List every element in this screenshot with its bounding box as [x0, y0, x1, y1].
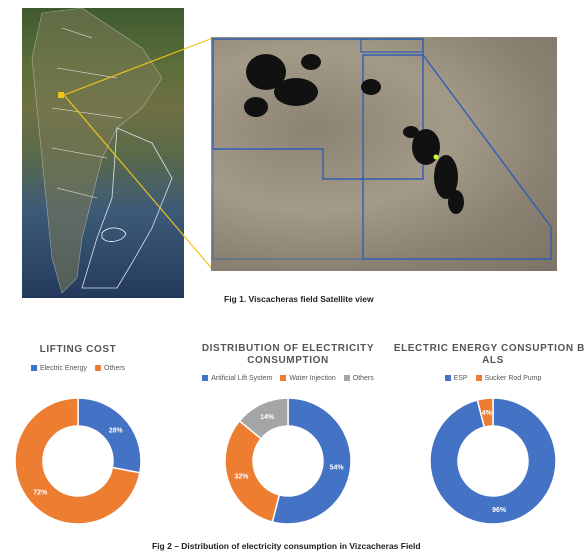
donut-chart: 54% 32% 14% [224, 397, 352, 525]
donut-slice [429, 397, 557, 525]
province-borders [51, 27, 123, 199]
legend-label: ESP [453, 375, 468, 382]
maritime-boundary [81, 127, 173, 289]
slice-data-label: 28% [109, 427, 124, 434]
legend-label: Others [104, 365, 126, 372]
field-block-small [360, 38, 424, 53]
well-points [244, 54, 464, 214]
slice-data-label: 14% [260, 414, 275, 421]
donut-slice [14, 397, 141, 525]
legend-swatch [444, 375, 451, 382]
satellite-map-argentina [22, 7, 184, 298]
argentina-landmass [31, 7, 163, 294]
legend-item: Artificial Lift System [202, 375, 272, 382]
legend-label: Electric Energy [39, 365, 88, 372]
slice-data-label: 54% [330, 465, 345, 472]
donut-slice [476, 397, 494, 429]
chart-title: DISTRIBUTION OF ELECTRICITY CONSUMPTION [201, 343, 375, 366]
legend-swatch [280, 375, 287, 382]
donut-slice [77, 397, 142, 474]
islands-outline [101, 227, 127, 242]
legend-item: Others [343, 375, 374, 382]
legend-item: Others [95, 365, 125, 372]
legend-label: Others [352, 375, 374, 382]
chart-legend: ESP Sucker Rod Pump [383, 375, 585, 382]
legend-item: Sucker Rod Pump [475, 375, 542, 382]
legend-swatch [475, 375, 482, 382]
legend-item: Electric Energy [30, 365, 88, 372]
legend-item: Water Injection [280, 375, 336, 382]
legend-swatch [343, 375, 350, 382]
field-block-east [362, 54, 552, 260]
slice-data-label: 32% [234, 474, 249, 481]
chart-legend: Electric Energy Others [0, 365, 188, 372]
chart-legend: Artificial Lift System Water Injection Oth… [178, 375, 398, 382]
chart-title: ELECTRIC ENERGY CONSUPTION BY ALS [393, 343, 585, 366]
field-block-south [212, 148, 364, 260]
chart-title: LIFTING COST [39, 344, 117, 355]
figure2-caption: Fig 2 – Distribution of electricity cons… [152, 541, 421, 551]
field-center-marker [433, 154, 439, 160]
legend-label: Water Injection [289, 375, 336, 382]
slice-data-label: 4% [482, 410, 493, 417]
argentina-map-graphic [31, 7, 173, 294]
figure1-caption: Fig 1. Viscacheras field Satellite view [224, 294, 374, 304]
callout-line-bottom [63, 94, 214, 271]
legend-swatch [95, 365, 102, 372]
field-location-marker [58, 92, 64, 98]
donut-slice [271, 397, 352, 525]
donut-chart: 96% 4% [429, 397, 557, 525]
slice-data-label: 72% [33, 490, 48, 497]
satellite-map-field [211, 37, 557, 271]
legend-swatch [30, 365, 37, 372]
legend-label: Sucker Rod Pump [484, 375, 542, 382]
donut-slice [238, 397, 289, 440]
donut-chart: 28% 72% [14, 397, 142, 525]
donut-slice [224, 419, 281, 523]
legend-swatch [202, 375, 209, 382]
callout-lines [63, 37, 214, 271]
field-map-graphic [212, 38, 552, 260]
slice-data-label: 96% [492, 507, 507, 514]
legend-item: ESP [444, 375, 468, 382]
legend-label: Artificial Lift System [211, 375, 273, 382]
callout-line-top [63, 37, 214, 96]
